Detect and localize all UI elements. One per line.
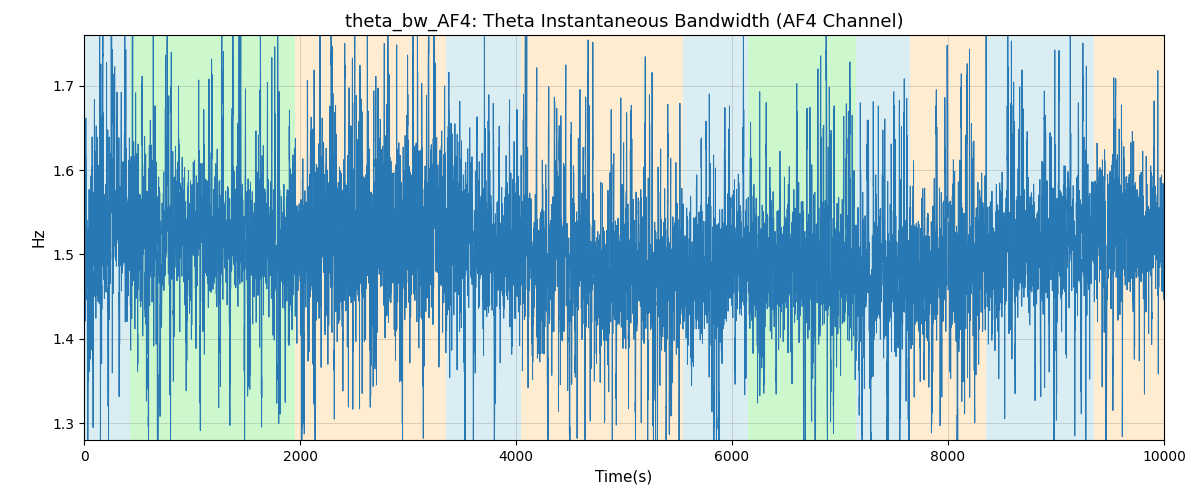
Bar — [1094, 35, 1164, 440]
Bar — [911, 35, 986, 440]
X-axis label: Time(s): Time(s) — [595, 470, 653, 484]
Title: theta_bw_AF4: Theta Instantaneous Bandwidth (AF4 Channel): theta_bw_AF4: Theta Instantaneous Bandwi… — [344, 12, 904, 31]
Bar — [684, 35, 749, 440]
Bar — [857, 35, 911, 440]
Bar — [295, 35, 446, 440]
Bar — [986, 35, 1094, 440]
Bar — [131, 35, 295, 440]
Bar — [84, 35, 131, 440]
Bar — [521, 35, 684, 440]
Y-axis label: Hz: Hz — [31, 228, 47, 247]
Bar — [446, 35, 521, 440]
Bar — [749, 35, 857, 440]
